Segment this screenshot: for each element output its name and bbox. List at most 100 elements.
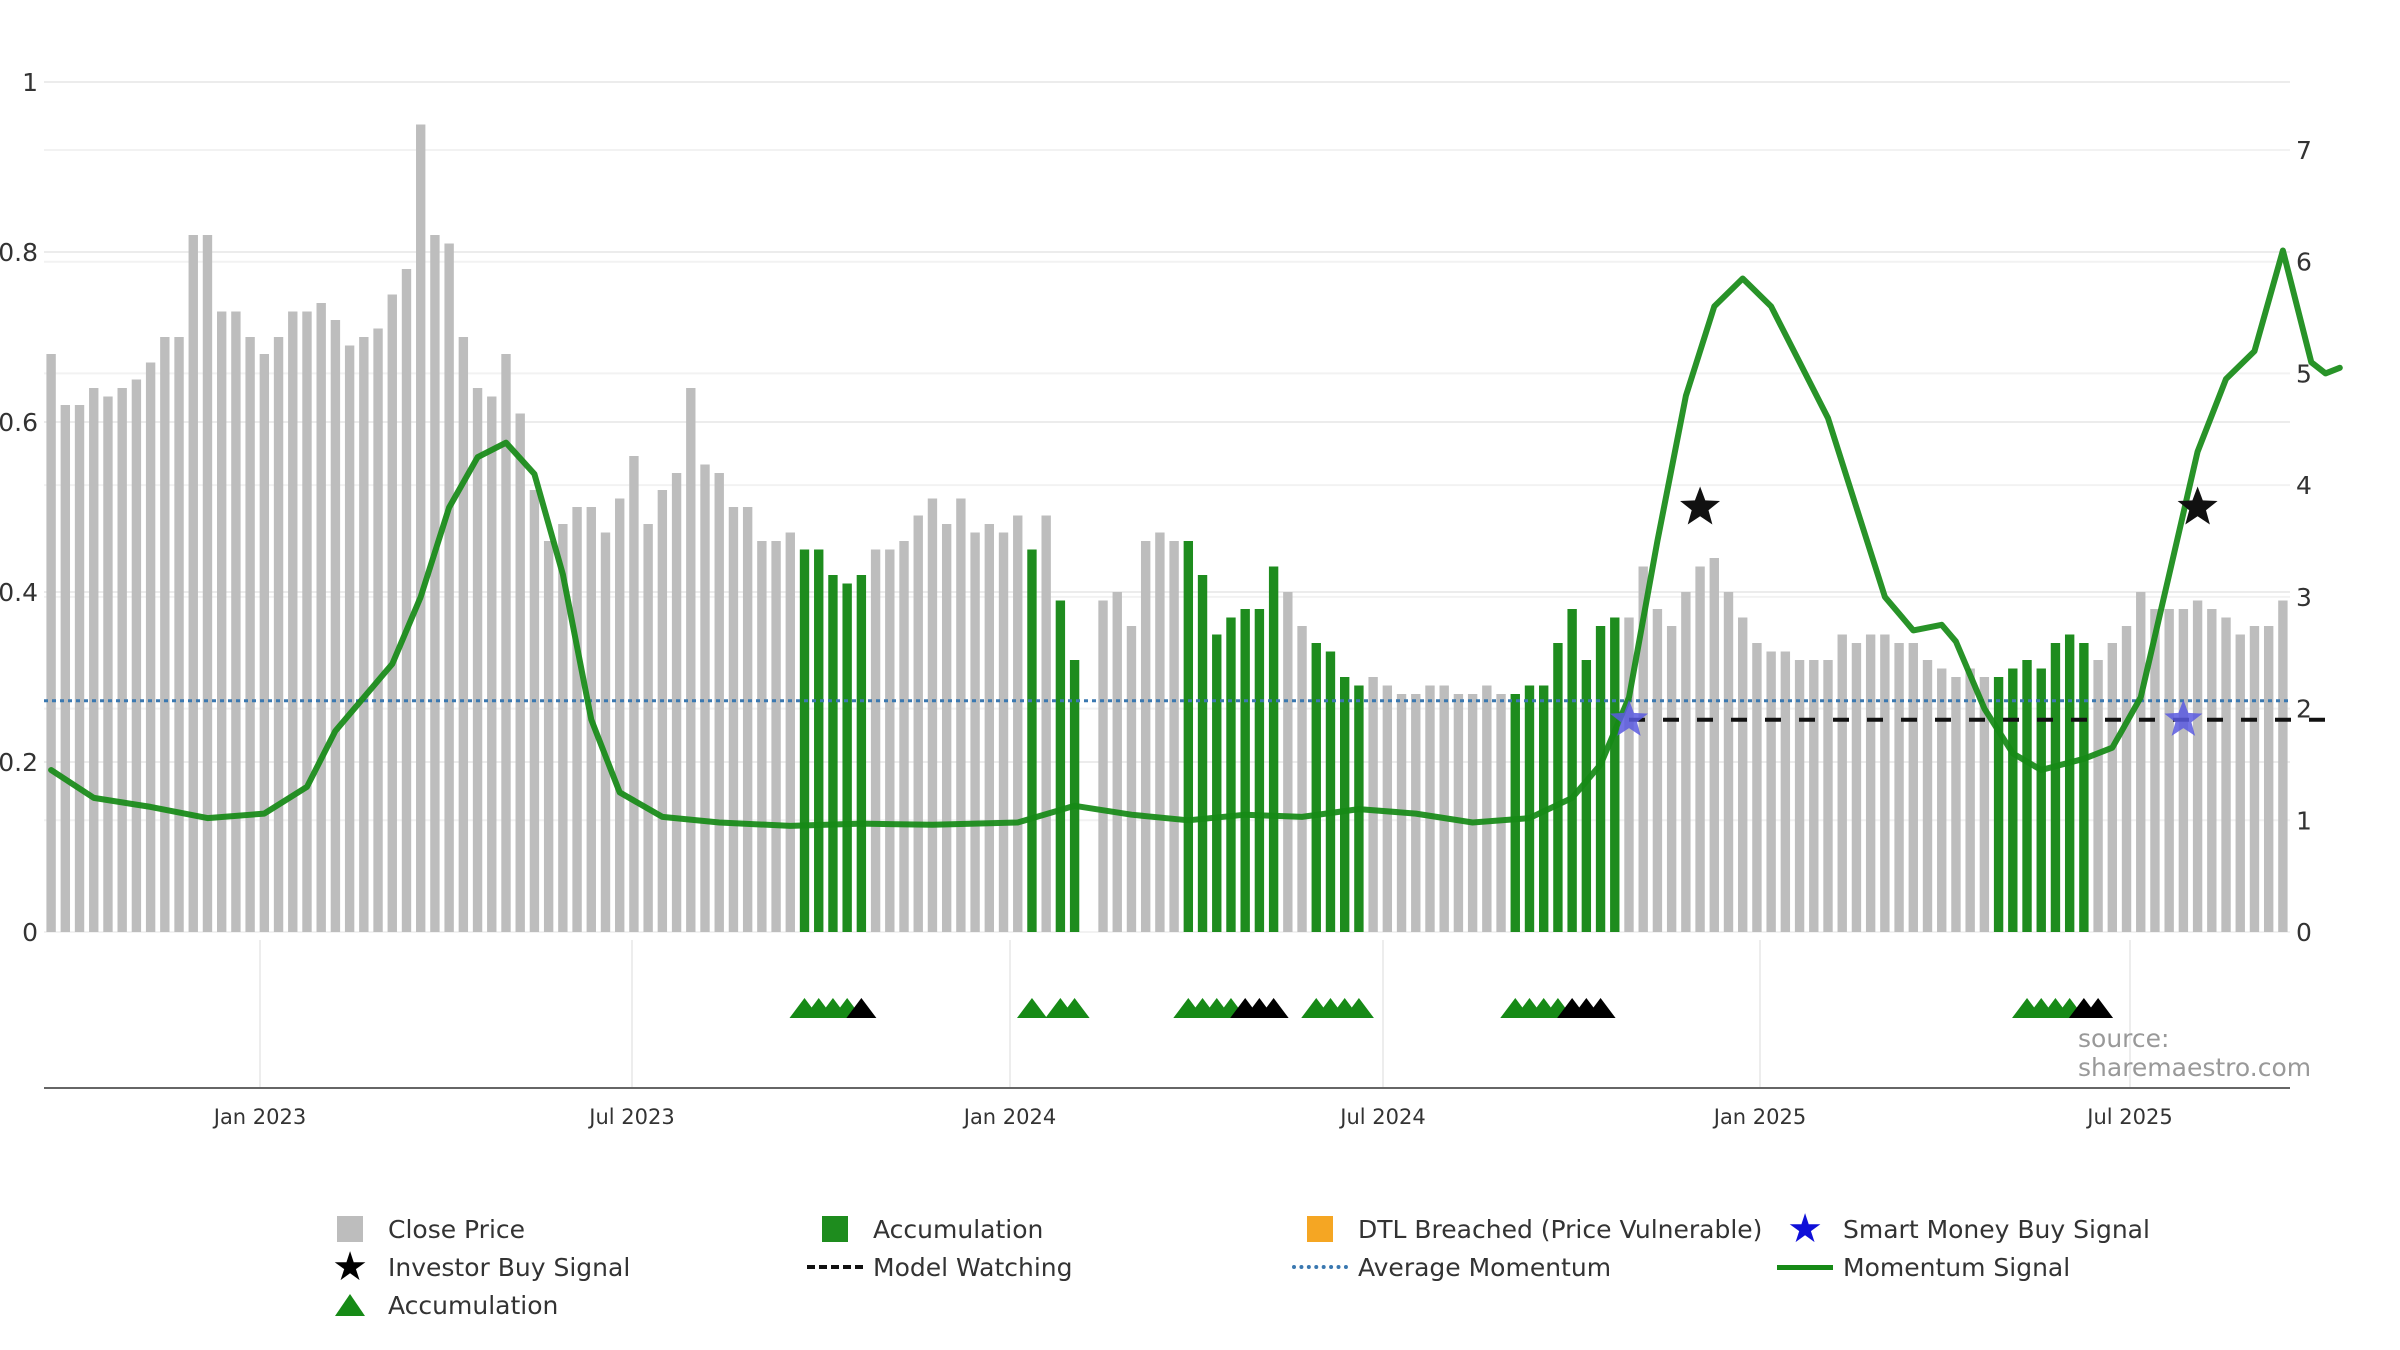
price-bar [742, 507, 753, 932]
price-bar [657, 490, 668, 932]
right-tick-label: 4 [2296, 471, 2312, 500]
signal-markers [1610, 486, 2218, 736]
price-bar [1823, 660, 1833, 932]
price-bar [2249, 626, 2260, 932]
left-tick-label: 0.8 [0, 238, 38, 267]
price-bar [202, 235, 213, 932]
price-bar [1624, 617, 1634, 932]
price-bar [870, 549, 881, 932]
price-bar [671, 473, 682, 932]
smart-money-star [2164, 699, 2203, 736]
accumulation-bar [1993, 677, 2004, 932]
accumulation-triangle [1016, 998, 1047, 1018]
price-bar [2107, 643, 2118, 932]
accumulation-bar [1581, 660, 1592, 932]
price-bar [600, 532, 611, 932]
accumulation-triangle [846, 998, 877, 1018]
accumulation-bar [1553, 643, 1563, 932]
price-bar [501, 354, 511, 932]
price-bar [444, 243, 454, 932]
legend-label: Momentum Signal [1843, 1252, 2071, 1282]
price-bar [288, 311, 298, 932]
price-bar [1922, 660, 1933, 932]
price-bar [359, 337, 369, 932]
legend-item-smart-money: ★ Smart Money Buy Signal [1775, 1209, 2150, 1249]
price-bar [1979, 677, 1990, 932]
accumulation-bar [842, 583, 852, 932]
left-tick-label: 0.6 [0, 408, 38, 437]
price-bar [998, 532, 1009, 932]
accumulation-bar [1197, 575, 1208, 932]
price-bar [1951, 677, 1961, 932]
price-bar [1709, 558, 1719, 932]
price-bar [1439, 685, 1449, 932]
price-bar [558, 524, 568, 932]
price-bar [643, 524, 653, 932]
price-bar [1041, 515, 1051, 932]
x-axis-ticks: Jan 2023 Jul 2023 Jan 2024 Jul 2024 Jan 2025… [212, 1105, 2173, 1129]
price-bar [302, 311, 312, 932]
price-bar [458, 337, 469, 932]
price-bar [984, 524, 995, 932]
price-bar [1965, 668, 1975, 932]
price-bar [2121, 626, 2132, 932]
legend-item-accumulation-bar: Accumulation [805, 1210, 1043, 1248]
price-bar [245, 337, 255, 932]
accumulation-bar [814, 549, 824, 932]
price-bar [330, 320, 341, 932]
price-bar [899, 541, 909, 932]
price-bar [1297, 626, 1307, 932]
accumulation-bar [1055, 600, 1066, 932]
price-bar [174, 337, 184, 932]
accumulation-bar [799, 549, 810, 932]
accumulation-bar [1524, 685, 1535, 932]
price-bar [1837, 634, 1847, 932]
accumulation-bar [1226, 617, 1236, 932]
accumulation-bar [2050, 643, 2061, 932]
price-bar [1937, 668, 1947, 932]
price-bar [1155, 532, 1165, 932]
price-bar [188, 235, 198, 932]
price-bar [1738, 617, 1748, 932]
accumulation-triangle [1258, 998, 1289, 1018]
price-bar [572, 507, 582, 932]
price-bar [885, 549, 895, 932]
gray-square-icon [320, 1210, 380, 1248]
price-bar [927, 498, 938, 932]
price-bar [273, 337, 284, 932]
price-bar [131, 379, 142, 932]
price-bar [216, 311, 227, 932]
price-bar [686, 388, 696, 932]
price-bar [60, 405, 71, 932]
price-bar [956, 498, 966, 932]
legend-label: Accumulation [388, 1290, 559, 1320]
price-bar [2136, 592, 2146, 932]
price-bar [771, 541, 781, 932]
price-bar [1013, 515, 1023, 932]
price-bar [259, 354, 270, 932]
accumulation-bar [1069, 660, 1080, 932]
left-tick-label: 0.2 [0, 748, 38, 777]
accumulation-bar [2036, 668, 2046, 932]
right-tick-label: 1 [2296, 806, 2312, 835]
legend: Close Price Accumulation DTL Breached (P… [320, 1209, 2200, 1340]
price-bar [2221, 617, 2231, 932]
legend-item-close-price: Close Price [320, 1210, 525, 1248]
price-bar [543, 541, 554, 932]
accumulation-bar [1339, 677, 1350, 932]
legend-label: Average Momentum [1358, 1252, 1612, 1282]
price-bar [1752, 643, 1762, 932]
accumulation-bar [1510, 694, 1520, 932]
price-bar [2178, 609, 2189, 932]
left-tick-label: 0.4 [0, 578, 38, 607]
price-bar [103, 396, 113, 932]
legend-label: DTL Breached (Price Vulnerable) [1358, 1214, 1763, 1244]
x-tick-label: Jan 2023 [212, 1105, 307, 1129]
orange-square-icon [1290, 1210, 1350, 1248]
price-bar [785, 532, 795, 932]
left-tick-label: 1 [22, 68, 38, 97]
price-bar [1681, 592, 1691, 932]
accumulation-bar [2008, 668, 2018, 932]
price-bar [387, 294, 397, 932]
accumulation-triangle [1059, 998, 1090, 1018]
